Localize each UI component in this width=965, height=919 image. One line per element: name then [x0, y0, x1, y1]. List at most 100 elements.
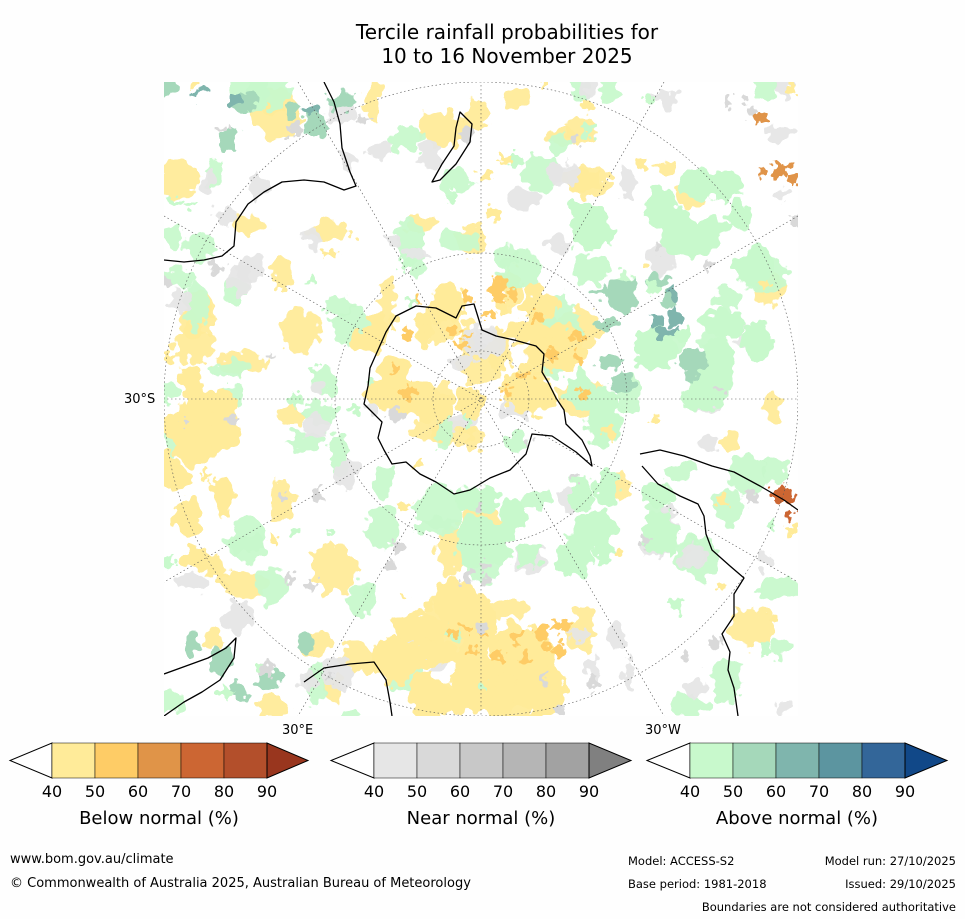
- antarctica-coast: [363, 303, 593, 495]
- field-patch: [164, 690, 185, 715]
- field-patch: [454, 529, 483, 568]
- field-patch: [621, 167, 637, 200]
- tick-label: 50: [722, 782, 744, 801]
- tick-label: 60: [765, 782, 787, 801]
- field-patch: [183, 511, 199, 521]
- field-patch: [312, 487, 323, 503]
- field-patch: [522, 153, 561, 193]
- new-zealand-coast: [431, 111, 473, 183]
- field-patch: [572, 628, 590, 644]
- field-patch: [248, 176, 268, 200]
- field-patch: [570, 135, 581, 143]
- field-patch: [308, 579, 316, 592]
- field-patch: [444, 191, 460, 205]
- field-patch: [192, 82, 200, 88]
- field-patch: [759, 280, 769, 291]
- field-patch: [303, 105, 319, 116]
- field-patch: [570, 256, 613, 284]
- australia-coast: [164, 82, 357, 263]
- field-patch: [335, 462, 361, 487]
- field-patch: [614, 548, 624, 557]
- field-patch: [311, 124, 326, 137]
- field-patch: [224, 602, 256, 634]
- field-patch: [180, 364, 205, 405]
- field-patch: [169, 197, 181, 207]
- field-patch: [569, 475, 596, 510]
- field-patch: [714, 488, 743, 528]
- field-patch: [609, 373, 633, 393]
- colorbar-svg: [329, 742, 633, 779]
- model-run-text: Model run: 27/10/2025: [824, 854, 956, 868]
- field-patch: [534, 624, 550, 640]
- field-patch: [768, 614, 776, 623]
- field-patch: [209, 360, 250, 379]
- field-patch: [201, 171, 216, 198]
- field-patch: [703, 258, 711, 273]
- field-patch: [296, 633, 315, 651]
- field-patch: [417, 111, 469, 148]
- field-patch: [407, 297, 417, 309]
- field-patch: [499, 497, 527, 534]
- colorbar-near-normal: [329, 742, 633, 779]
- field-patch: [479, 170, 493, 179]
- graticule: [164, 82, 798, 716]
- label-30s: 30°S: [124, 392, 156, 407]
- field-patch: [547, 132, 567, 158]
- field-patch: [681, 649, 689, 660]
- field-patch: [369, 636, 421, 684]
- field-patch: [373, 466, 393, 497]
- model-text: Model: ACCESS-S2: [628, 854, 735, 868]
- tick-label: 40: [679, 782, 701, 801]
- field-patch: [470, 647, 479, 654]
- field-patch: [677, 327, 690, 342]
- colorbar-bin: [689, 742, 734, 779]
- field-patch: [164, 413, 201, 441]
- field-patch: [774, 698, 793, 713]
- field-patch: [448, 681, 497, 709]
- field-patch: [546, 345, 559, 362]
- colorbar-over-arrow: [904, 742, 949, 779]
- field-patch: [593, 317, 619, 333]
- tick-label: 90: [578, 782, 600, 801]
- field-patch: [786, 507, 795, 519]
- colorbar-near-label: Near normal (%): [406, 808, 556, 829]
- tick-label: 70: [492, 782, 514, 801]
- field-patch: [311, 542, 359, 594]
- field-patch: [504, 319, 552, 344]
- tick-label: 70: [808, 782, 830, 801]
- field-patch: [495, 278, 508, 295]
- field-patch: [365, 140, 394, 157]
- colorbar-bin: [223, 742, 268, 779]
- field-patch: [580, 100, 594, 111]
- tick-label: 90: [894, 782, 916, 801]
- field-patch: [201, 469, 211, 485]
- field-patch: [181, 200, 196, 208]
- field-patch: [447, 630, 459, 639]
- field-patch: [164, 397, 172, 407]
- field-patch: [784, 525, 798, 536]
- field-patch: [715, 583, 725, 592]
- tick-label: 50: [406, 782, 428, 801]
- field-patch: [568, 474, 583, 482]
- field-patch: [245, 86, 259, 113]
- field-patch: [346, 332, 387, 354]
- field-patch: [401, 255, 416, 269]
- colorbar-over-arrow: [266, 742, 310, 779]
- colorbar-bin: [459, 742, 504, 779]
- field-patch: [645, 510, 675, 536]
- field-patch: [397, 502, 412, 509]
- field-patch: [701, 310, 747, 338]
- field-patch: [667, 527, 681, 537]
- field-patch: [254, 660, 262, 672]
- probability-field-detail: [164, 82, 798, 716]
- colorbar-bin: [818, 742, 863, 779]
- field-patch: [463, 571, 473, 584]
- field-patch: [258, 661, 275, 676]
- field-patch: [179, 419, 192, 427]
- tick-label: 60: [449, 782, 471, 801]
- field-patch: [663, 462, 698, 481]
- field-patch: [685, 674, 708, 699]
- title-line-1: Tercile rainfall probabilities for: [355, 20, 659, 44]
- colorbar-bin: [502, 742, 547, 779]
- field-patch: [342, 706, 359, 716]
